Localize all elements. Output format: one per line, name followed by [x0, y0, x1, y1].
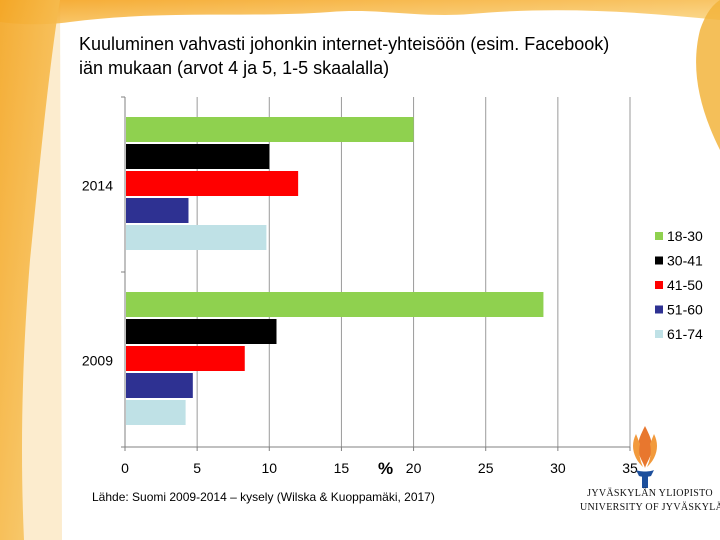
title-line-1: Kuuluminen vahvasti johonkin internet-yh…	[79, 34, 610, 54]
legend-swatch	[655, 281, 663, 289]
legend-item-41-50: 41-50	[655, 277, 703, 293]
x-tick-label: 15	[334, 460, 350, 476]
x-tick-label: 0	[121, 460, 129, 476]
bar-2009-51-60	[126, 373, 193, 398]
bar-2014-30-41	[126, 144, 270, 169]
legend-swatch	[655, 256, 663, 265]
axes	[121, 96, 631, 451]
torch-icon	[633, 426, 657, 488]
legend: 18-30 30-41 41-50 51-60 61-74	[655, 228, 703, 342]
x-tick-label: 30	[550, 460, 566, 476]
logo-text-en: UNIVERSITY OF JYVÄSKYLÄ	[580, 502, 720, 513]
legend-label: 30-41	[667, 253, 703, 269]
legend-label: 18-30	[667, 228, 703, 244]
bar-2009-18-30	[126, 292, 544, 317]
legend-swatch	[655, 232, 663, 240]
y-category-labels: 2014 2009	[82, 178, 113, 369]
legend-label: 61-74	[667, 326, 703, 342]
slide-title: Kuuluminen vahvasti johonkin internet-yh…	[79, 32, 699, 80]
bar-2009-41-50	[126, 346, 245, 371]
bar-2009-30-41	[126, 319, 277, 344]
y-category-label: 2014	[82, 178, 113, 194]
legend-item-61-74: 61-74	[655, 326, 703, 342]
legend-label: 41-50	[667, 277, 703, 293]
x-tick-labels: 0 5 10 15 20 25 30 35	[121, 460, 638, 476]
bar-2009-61-74	[126, 400, 186, 425]
x-tick-label: 20	[406, 460, 422, 476]
legend-swatch	[655, 305, 663, 314]
x-tick-label: 5	[193, 460, 201, 476]
source-note: Lähde: Suomi 2009-2014 – kysely (Wilska …	[92, 490, 435, 504]
x-tick-label: 25	[478, 460, 494, 476]
university-logo: JYVÄSKYLÄN YLIOPISTO UNIVERSITY OF JYVÄS…	[570, 420, 720, 530]
bar-2014-18-30	[126, 117, 414, 142]
bar-2014-61-74	[126, 225, 267, 250]
bar-2014-51-60	[126, 198, 189, 223]
legend-label: 51-60	[667, 302, 703, 318]
x-axis-unit-label: %	[378, 459, 394, 478]
x-tick-label: 35	[622, 460, 638, 476]
gridlines	[196, 97, 631, 447]
y-category-label: 2009	[82, 353, 113, 369]
legend-item-51-60: 51-60	[655, 302, 703, 318]
legend-item-30-41: 30-41	[655, 253, 703, 269]
logo-text-fi: JYVÄSKYLÄN YLIOPISTO	[587, 488, 713, 499]
bar-2014-41-50	[126, 171, 299, 196]
legend-swatch	[655, 330, 663, 338]
legend-item-18-30: 18-30	[655, 228, 703, 244]
x-tick-label: 10	[261, 460, 277, 476]
title-line-2: iän mukaan (arvot 4 ja 5, 1-5 skaalalla)	[79, 58, 390, 78]
bars	[126, 117, 544, 425]
